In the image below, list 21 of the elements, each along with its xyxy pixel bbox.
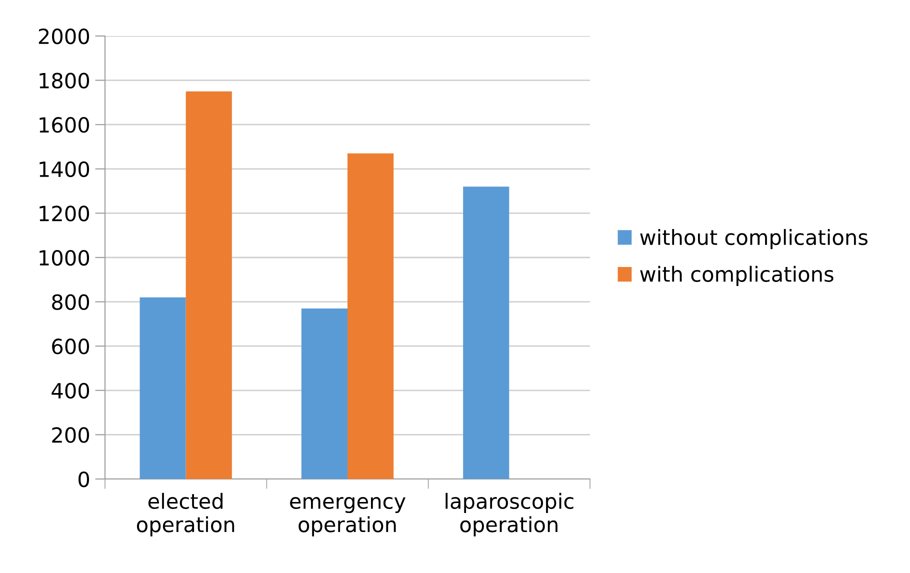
y-tick-label: 0 bbox=[78, 471, 90, 488]
x-tick-label: laparoscopic operation bbox=[446, 492, 574, 536]
bar bbox=[186, 91, 232, 479]
y-tick-label: 1400 bbox=[40, 161, 90, 178]
x-tick-label: emergency operation bbox=[290, 497, 406, 536]
bar bbox=[463, 186, 510, 479]
y-tick-label: 1800 bbox=[40, 72, 90, 89]
y-tick-label: 2000 bbox=[38, 28, 90, 44]
legend-label: without complications bbox=[640, 229, 868, 250]
y-tick-label: 600 bbox=[52, 338, 90, 354]
bar bbox=[348, 153, 394, 479]
bar bbox=[140, 297, 186, 479]
y-tick-label: 1000 bbox=[40, 250, 90, 266]
y-tick-label: 1600 bbox=[40, 117, 90, 133]
y-tick-label: 800 bbox=[52, 294, 90, 310]
y-tick-label: 400 bbox=[52, 382, 90, 399]
y-tick-label: 1200 bbox=[40, 206, 90, 222]
y-tick-label: 200 bbox=[52, 427, 90, 443]
legend-label: with complications bbox=[640, 266, 834, 286]
x-tick-label: elected operation bbox=[136, 492, 234, 536]
bar bbox=[301, 308, 348, 479]
